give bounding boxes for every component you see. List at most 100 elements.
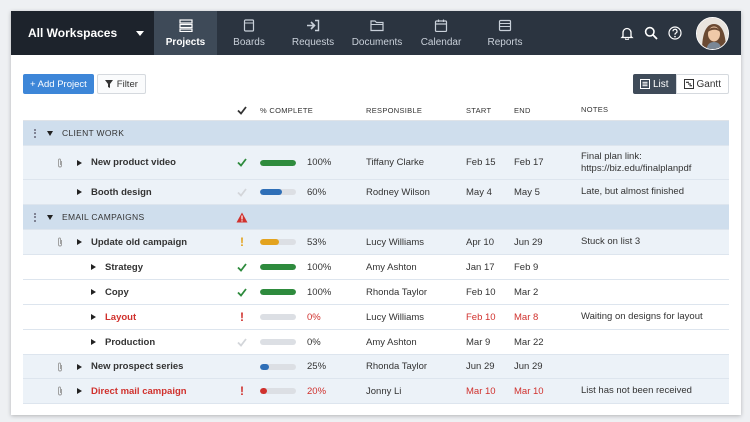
responsible-name[interactable]: Tiffany Clarke <box>366 157 425 168</box>
start-date[interactable]: May 4 <box>466 186 492 198</box>
group-row[interactable]: CLIENT WORK <box>23 121 729 146</box>
search-button[interactable] <box>639 21 663 45</box>
complete-check-icon[interactable] <box>235 262 249 272</box>
alert-icon[interactable]: ! <box>240 235 244 249</box>
start-date[interactable]: Feb 10 <box>466 286 496 298</box>
task-name[interactable]: Booth design <box>77 187 152 198</box>
end-date[interactable]: Jun 29 <box>514 236 543 248</box>
incomplete-check-icon[interactable] <box>235 187 249 197</box>
task-name[interactable]: New prospect series <box>77 361 183 372</box>
task-name[interactable]: New product video <box>77 157 176 168</box>
task-name[interactable]: Copy <box>91 287 129 298</box>
responsible-name[interactable]: Lucy Williams <box>366 311 425 323</box>
notes[interactable]: Late, but almost finished <box>581 186 684 197</box>
responsible-name[interactable]: Rhonda Taylor <box>366 286 428 298</box>
nav-calendar[interactable]: Calendar <box>409 11 473 55</box>
group-row[interactable]: EMAIL CAMPAIGNS <box>23 205 729 230</box>
nav-reports[interactable]: Reports <box>473 11 537 55</box>
start-date[interactable]: Apr 10 <box>466 236 494 248</box>
table-row[interactable]: Copy 100% Rhonda Taylor Feb 10 Mar 2 <box>23 280 729 305</box>
filter-button[interactable]: Filter <box>96 74 146 94</box>
notes[interactable]: Final plan link: https://biz.edu/finalpl… <box>581 150 692 174</box>
responsible-name[interactable]: Amy Ashton <box>366 261 417 273</box>
drag-handle-icon[interactable] <box>32 212 38 222</box>
end-column-header[interactable]: END <box>514 105 531 115</box>
complete-check-icon[interactable] <box>235 158 249 167</box>
collapse-icon[interactable] <box>47 214 53 220</box>
start-date[interactable]: Jan 17 <box>466 261 495 273</box>
end-date[interactable]: Feb 17 <box>514 157 544 168</box>
table-row[interactable]: Direct mail campaign! 20% Jonny Li Mar 10 Ma… <box>23 379 729 404</box>
notifications-button[interactable] <box>615 21 639 45</box>
status-column-header[interactable] <box>235 105 249 115</box>
task-name[interactable]: Layout <box>91 312 136 323</box>
responsible-name[interactable]: Amy Ashton <box>366 336 417 348</box>
notes[interactable]: Waiting on designs for layout <box>581 311 703 322</box>
add-project-button[interactable]: + Add Project <box>23 74 94 94</box>
expand-icon[interactable] <box>77 159 82 166</box>
nav-projects[interactable]: Projects <box>154 11 217 55</box>
end-date[interactable]: Jun 29 <box>514 361 543 372</box>
expand-icon[interactable] <box>91 339 96 345</box>
notes-column-header[interactable]: NOTES <box>581 105 609 114</box>
drag-handle-icon[interactable] <box>32 128 38 138</box>
end-date[interactable]: Mar 8 <box>514 311 539 323</box>
end-date[interactable]: Mar 2 <box>514 286 539 298</box>
task-name[interactable]: Strategy <box>91 262 143 273</box>
collapse-icon[interactable] <box>47 130 53 136</box>
nav-documents[interactable]: Documents <box>345 11 409 55</box>
help-button[interactable] <box>663 21 687 45</box>
paperclip-icon[interactable] <box>56 386 64 396</box>
nav-boards[interactable]: Boards <box>217 11 281 55</box>
start-date[interactable]: Mar 9 <box>466 336 491 348</box>
responsible-name[interactable]: Rodney Wilson <box>366 186 430 198</box>
list-view-button[interactable]: List <box>632 74 676 94</box>
alert-icon[interactable]: ! <box>240 384 244 398</box>
start-date[interactable]: Feb 15 <box>466 157 496 168</box>
responsible-name[interactable]: Jonny Li <box>366 385 402 397</box>
start-date[interactable]: Mar 10 <box>466 385 496 397</box>
expand-icon[interactable] <box>77 239 82 245</box>
responsible-name[interactable]: Lucy Williams <box>366 236 425 248</box>
table-row[interactable]: Layout! 0% Lucy Williams Feb 10 Mar 8 Waiting… <box>23 305 729 330</box>
responsible-name[interactable]: Rhonda Taylor <box>366 361 428 372</box>
start-date[interactable]: Feb 10 <box>466 311 496 323</box>
complete-column-header[interactable]: % COMPLETE <box>260 105 314 115</box>
expand-icon[interactable] <box>77 363 82 370</box>
task-name[interactable]: Update old campaign <box>77 237 187 248</box>
group-name[interactable]: CLIENT WORK <box>47 128 124 138</box>
paperclip-icon[interactable] <box>56 158 64 168</box>
notes[interactable]: List has not been received <box>581 385 692 396</box>
task-name[interactable]: Direct mail campaign <box>77 386 187 397</box>
table-row[interactable]: Strategy 100% Amy Ashton Jan 17 Feb 9 <box>23 255 729 280</box>
incomplete-check-icon[interactable] <box>235 337 249 347</box>
complete-check-icon[interactable] <box>235 287 249 297</box>
group-name[interactable]: EMAIL CAMPAIGNS <box>47 212 144 222</box>
table-row[interactable]: Update old campaign! 53% Lucy Williams Apr … <box>23 230 729 255</box>
paperclip-icon[interactable] <box>56 362 64 372</box>
table-row[interactable]: New prospect series 25% Rhonda Taylor Jun 2… <box>23 355 729 379</box>
start-column-header[interactable]: START <box>466 105 492 115</box>
table-row[interactable]: Production 0% Amy Ashton Mar 9 Mar 22 <box>23 330 729 355</box>
paperclip-icon[interactable] <box>56 237 64 247</box>
expand-icon[interactable] <box>91 264 96 270</box>
notes[interactable]: Stuck on list 3 <box>581 236 641 247</box>
avatar[interactable] <box>696 16 729 50</box>
expand-icon[interactable] <box>91 314 96 320</box>
start-date[interactable]: Jun 29 <box>466 361 495 372</box>
gantt-view-button[interactable]: Gantt <box>675 74 729 94</box>
expand-icon[interactable] <box>77 189 82 195</box>
alert-icon[interactable]: ! <box>240 310 244 324</box>
task-name[interactable]: Production <box>91 337 155 348</box>
workspace-selector[interactable]: All Workspaces <box>11 11 154 55</box>
table-row[interactable]: New product video 100% Tiffany Clarke Feb 1… <box>23 146 729 180</box>
end-date[interactable]: Mar 10 <box>514 385 544 397</box>
responsible-column-header[interactable]: RESPONSIBLE <box>366 105 423 115</box>
expand-icon[interactable] <box>77 388 82 394</box>
end-date[interactable]: Mar 22 <box>514 336 544 348</box>
expand-icon[interactable] <box>91 289 96 295</box>
nav-requests[interactable]: Requests <box>281 11 345 55</box>
end-date[interactable]: Feb 9 <box>514 261 539 273</box>
table-row[interactable]: Booth design 60% Rodney Wilson May 4 May 5 La… <box>23 180 729 205</box>
end-date[interactable]: May 5 <box>514 186 540 198</box>
